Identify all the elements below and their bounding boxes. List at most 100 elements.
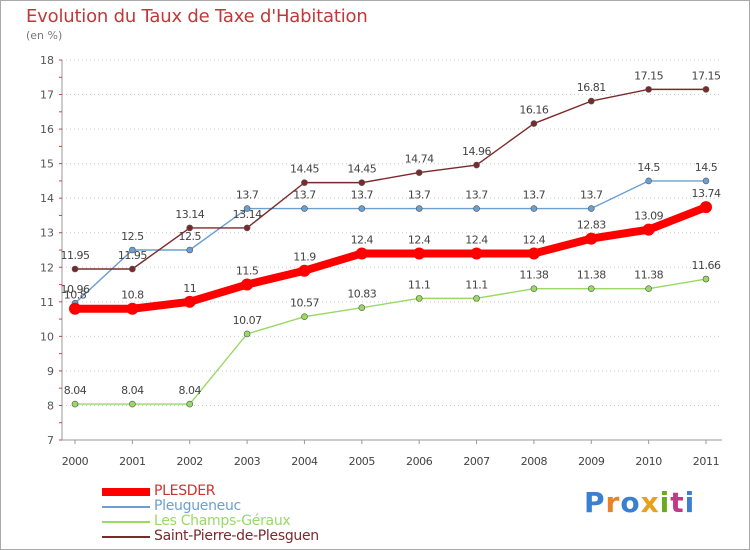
legend-label: Saint-Pierre-de-Plesguen — [154, 528, 319, 544]
data-label: 14.5 — [637, 161, 660, 174]
y-tick-label: 11 — [40, 296, 54, 309]
data-point — [71, 265, 79, 273]
data-point — [645, 177, 652, 185]
y-tick-label: 15 — [40, 158, 54, 171]
data-label: 14.96 — [462, 145, 491, 158]
data-label: 10.8 — [121, 289, 144, 302]
data-point — [298, 264, 311, 277]
data-point — [129, 246, 136, 254]
data-label: 11.38 — [634, 269, 663, 282]
data-point — [530, 205, 538, 212]
y-tick-label: 13 — [40, 227, 54, 240]
data-label: 10.96 — [61, 283, 90, 296]
y-tick-label: 18 — [40, 54, 54, 67]
data-label: 12.4 — [465, 233, 488, 246]
logo-letter: o — [620, 486, 641, 519]
data-point — [473, 161, 480, 169]
data-point — [702, 275, 710, 283]
data-point — [126, 302, 139, 315]
data-label: 14.45 — [347, 163, 376, 176]
data-point — [473, 205, 480, 212]
data-point — [642, 223, 655, 236]
data-label: 17.15 — [692, 69, 721, 82]
data-label: 13.7 — [465, 189, 488, 202]
legend-swatch — [102, 488, 150, 496]
data-point — [183, 295, 196, 308]
data-point — [702, 177, 710, 185]
y-tick-label: 7 — [47, 434, 54, 447]
data-label: 16.81 — [577, 81, 606, 94]
data-point — [186, 400, 194, 408]
data-point — [355, 247, 368, 260]
logo-letter: x — [640, 486, 660, 519]
data-point — [587, 97, 595, 105]
data-label: 11.5 — [236, 265, 259, 278]
data-label: 12.5 — [178, 230, 201, 243]
data-label: 13.14 — [175, 208, 204, 221]
proxiti-logo: Proxiti — [584, 486, 695, 519]
data-label: 16.16 — [519, 104, 548, 117]
data-point — [587, 285, 595, 292]
data-point — [645, 86, 652, 93]
logo-letter: i — [684, 486, 696, 519]
data-label: 10.8 — [64, 289, 87, 302]
data-label: 12.83 — [577, 219, 606, 232]
x-tick-label: 2004 — [291, 455, 318, 468]
data-label: 13.14 — [233, 208, 262, 221]
data-label: 13.7 — [580, 189, 603, 202]
data-point — [358, 304, 366, 311]
data-point — [71, 400, 79, 408]
unit-label: (en %) — [26, 29, 63, 42]
data-point — [301, 205, 308, 212]
x-tick-label: 2009 — [578, 455, 605, 468]
legend-label: Les Champs-Géraux — [154, 513, 291, 529]
data-label: 12.4 — [351, 233, 374, 246]
legend-label: Pleugueneuc — [154, 498, 241, 514]
data-point — [587, 205, 595, 212]
data-point — [129, 400, 136, 408]
chart-title: Evolution du Taux de Taxe d'Habitation — [26, 6, 368, 27]
y-tick-label: 8 — [47, 399, 54, 412]
data-point — [241, 278, 254, 291]
legend-swatch — [102, 536, 150, 538]
y-tick-label: 17 — [40, 89, 54, 102]
series-line-plesder — [71, 203, 710, 313]
y-tick-label: 10 — [40, 330, 54, 343]
logo-letter: P — [584, 486, 606, 519]
data-label: 13.7 — [523, 189, 546, 202]
data-label: 10.57 — [290, 297, 319, 310]
data-label: 11.95 — [61, 249, 90, 262]
data-label: 11.38 — [577, 269, 606, 282]
data-point — [702, 86, 710, 93]
legend-label: PLESDER — [154, 483, 216, 499]
data-label: 13.74 — [692, 187, 721, 200]
data-point — [358, 205, 366, 212]
data-point — [645, 285, 652, 292]
data-label: 13.7 — [236, 189, 259, 202]
y-tick-label: 9 — [47, 365, 54, 378]
data-label: 11.66 — [692, 259, 721, 272]
x-tick-label: 2001 — [119, 455, 145, 468]
data-point — [243, 224, 251, 232]
data-label: 14.45 — [290, 163, 319, 176]
data-label: 8.04 — [121, 384, 144, 397]
data-label: 13.7 — [351, 189, 374, 202]
data-point — [186, 224, 194, 232]
data-point — [415, 169, 423, 176]
data-label: 8.04 — [178, 384, 201, 397]
x-tick-label: 2000 — [62, 455, 89, 468]
data-label: 12.5 — [121, 230, 144, 243]
data-point — [527, 247, 540, 260]
data-label: 17.15 — [634, 69, 663, 82]
data-label: 13.7 — [293, 189, 316, 202]
series-line-les-champs-g-raux — [74, 278, 707, 405]
x-tick-label: 2011 — [693, 455, 719, 468]
data-label: 12.4 — [523, 233, 546, 246]
data-point — [470, 247, 483, 260]
data-point — [415, 205, 423, 212]
logo-letter: i — [659, 486, 671, 519]
x-tick-label: 2002 — [177, 455, 203, 468]
logo-letter: r — [605, 486, 621, 519]
y-tick-label: 14 — [40, 192, 54, 205]
data-point — [243, 205, 251, 212]
